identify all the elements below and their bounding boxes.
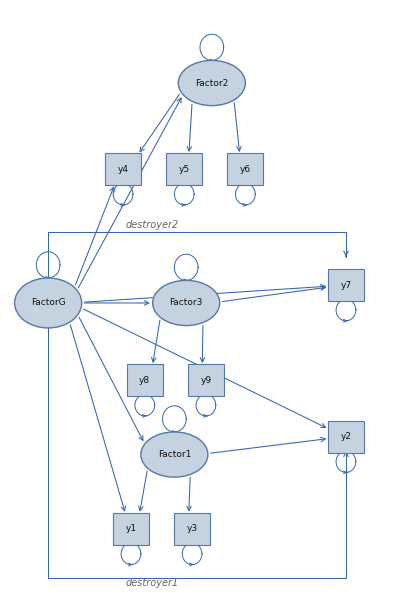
- Text: y1: y1: [126, 524, 136, 533]
- Ellipse shape: [141, 432, 208, 477]
- FancyBboxPatch shape: [166, 153, 202, 185]
- Text: y4: y4: [118, 165, 128, 174]
- Text: Factor2: Factor2: [195, 79, 228, 88]
- FancyBboxPatch shape: [188, 364, 224, 397]
- FancyBboxPatch shape: [174, 513, 210, 545]
- Text: y8: y8: [139, 376, 150, 385]
- Text: destroyer2: destroyer2: [126, 220, 179, 230]
- Text: y2: y2: [340, 432, 352, 441]
- FancyBboxPatch shape: [228, 153, 263, 185]
- FancyBboxPatch shape: [328, 269, 364, 301]
- FancyBboxPatch shape: [328, 421, 364, 453]
- Ellipse shape: [178, 61, 245, 106]
- Text: y5: y5: [179, 165, 190, 174]
- FancyBboxPatch shape: [127, 364, 163, 397]
- FancyBboxPatch shape: [113, 513, 149, 545]
- Text: FactorG: FactorG: [31, 298, 66, 307]
- Text: y6: y6: [240, 165, 251, 174]
- FancyBboxPatch shape: [105, 153, 141, 185]
- Text: destroyer1: destroyer1: [126, 578, 179, 588]
- Ellipse shape: [15, 278, 82, 328]
- Text: y7: y7: [340, 281, 352, 290]
- Text: Factor1: Factor1: [158, 450, 191, 459]
- Text: y3: y3: [186, 524, 198, 533]
- Text: Factor3: Factor3: [170, 298, 203, 307]
- Text: y9: y9: [200, 376, 212, 385]
- Ellipse shape: [153, 280, 220, 326]
